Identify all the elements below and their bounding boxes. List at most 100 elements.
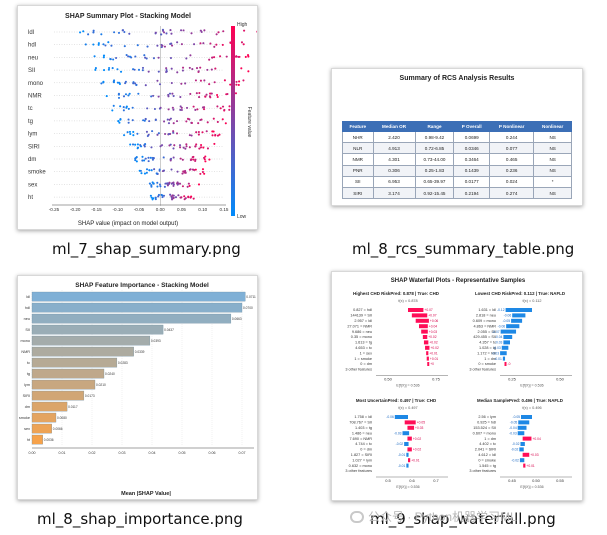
- caption-shap-summary[interactable]: ml_7_shap_summary.png: [52, 240, 241, 258]
- summary-point: [235, 80, 238, 83]
- waterfall-value-label: -0.02: [512, 442, 520, 446]
- summary-point: [136, 143, 139, 146]
- summary-feature-label: ldl: [28, 30, 34, 36]
- summary-point: [144, 84, 147, 87]
- summary-point: [141, 159, 144, 162]
- summary-point: [111, 67, 114, 70]
- summary-point: [175, 120, 179, 123]
- summary-point: [167, 108, 170, 111]
- summary-point: [197, 183, 201, 186]
- summary-point: [135, 160, 138, 163]
- summary-point: [123, 30, 126, 34]
- summary-point: [182, 146, 185, 149]
- summary-point: [170, 44, 174, 47]
- summary-point: [156, 44, 159, 47]
- colorbar-label: Feature value: [246, 107, 252, 138]
- summary-point: [127, 107, 130, 110]
- summary-point: [191, 156, 194, 159]
- waterfall-feature-label: 2.957 = ldl: [354, 319, 372, 323]
- waterfall-xtick: 0.6: [409, 478, 415, 483]
- importance-category-label: tc: [27, 361, 30, 365]
- summary-point: [159, 145, 162, 148]
- summary-point: [200, 118, 203, 121]
- rcs-cell: 3.174: [372, 186, 416, 200]
- rcs-cell: 0.244: [488, 130, 535, 144]
- summary-point: [195, 67, 199, 70]
- summary-point: [201, 168, 205, 171]
- summary-xtick: 0.15: [220, 207, 229, 212]
- summary-point: [216, 95, 219, 99]
- summary-point: [119, 70, 123, 73]
- waterfall-feature-label: 1.028 = tg: [479, 346, 496, 350]
- summary-point: [116, 68, 119, 71]
- caption-shap-waterfall[interactable]: ml_9_shap_waterfall.png: [370, 510, 556, 528]
- waterfall-value-label: +0.03: [415, 426, 424, 430]
- summary-point: [92, 43, 95, 46]
- waterfall-feature-label: 0 = smoke: [478, 458, 496, 462]
- importance-bar: [31, 412, 57, 423]
- summary-point: [223, 79, 226, 82]
- summary-point: [144, 117, 147, 121]
- thumbnail-shap-importance[interactable]: SHAP Feature Importance - Stacking Model…: [17, 275, 258, 500]
- summary-xtick: 0.05: [177, 207, 186, 212]
- summary-point: [92, 29, 95, 32]
- summary-point: [138, 169, 141, 172]
- waterfall-feature-label: 4.612 = ldl: [478, 453, 496, 457]
- summary-point: [244, 55, 247, 59]
- waterfall-xtick: 0.45: [508, 478, 517, 483]
- summary-point: [134, 55, 137, 58]
- summary-point: [157, 195, 160, 198]
- thumbnail-shap-summary[interactable]: SHAP Summary Plot - Stacking Model -0.25…: [17, 5, 258, 230]
- importance-bar: [31, 313, 232, 324]
- summary-point: [204, 160, 207, 163]
- waterfall-value-label: +0.02: [413, 448, 422, 452]
- waterfall-bar: [404, 420, 416, 425]
- summary-point: [134, 156, 137, 160]
- rcs-cell: 0.0346: [453, 142, 490, 155]
- waterfall-other-label: 3 other features: [469, 368, 496, 372]
- summary-point: [169, 56, 172, 60]
- summary-point: [127, 55, 130, 58]
- summary-point: [199, 172, 202, 175]
- summary-xtick: -0.10: [113, 207, 124, 212]
- shap-waterfall-plots: SHAP Waterfall Plots - Representative Sa…: [345, 278, 572, 489]
- importance-bar: [31, 390, 85, 401]
- summary-point: [194, 168, 197, 171]
- waterfall-value-label: +0.01: [429, 351, 438, 355]
- summary-point: [216, 93, 219, 97]
- summary-point: [256, 30, 257, 33]
- importance-value-label: 0.0066: [53, 427, 63, 431]
- importance-value-label: 0.0339: [135, 350, 145, 354]
- importance-value-label: 0.0393: [151, 339, 161, 343]
- caption-rcs-table[interactable]: ml_8_rcs_summary_table.png: [352, 240, 575, 258]
- thumbnail-shap-waterfall[interactable]: SHAP Waterfall Plots - Representative Sa…: [331, 271, 583, 501]
- summary-point: [176, 71, 179, 74]
- summary-point: [141, 69, 144, 72]
- importance-value-label: 0.0437: [164, 328, 174, 332]
- thumbnail-rcs-table[interactable]: Summary of RCS Analysis Results Feature M…: [331, 68, 583, 206]
- caption-shap-importance[interactable]: ml_8_shap_importance.png: [37, 510, 243, 528]
- waterfall-xtick: 0.50: [384, 376, 393, 381]
- waterfall-feature-label: 4.357 = tc: [479, 341, 496, 345]
- summary-point: [161, 29, 165, 32]
- waterfall-bar: [504, 362, 507, 366]
- summary-point: [165, 70, 168, 73]
- summary-point: [185, 145, 188, 148]
- importance-bar: [31, 423, 52, 434]
- summary-point: [168, 118, 171, 121]
- colorbar: [231, 26, 235, 216]
- table-row: SII 6.953 0.65-39.97 0.0177 0.024 *: [342, 175, 572, 188]
- rcs-cell: NS: [533, 186, 572, 200]
- waterfall-feature-label: 0.827 = hdl: [353, 308, 372, 312]
- table-row: NMR 4.301 0.73-44.00 0.3464 0.465 NS: [342, 153, 572, 166]
- summary-point: [128, 55, 132, 58]
- importance-xlabel: Mean |SHAP Value|: [121, 491, 171, 497]
- summary-point: [212, 117, 215, 120]
- summary-point: [151, 130, 154, 133]
- waterfall-bar: [502, 356, 506, 361]
- summary-point: [176, 181, 179, 184]
- waterfall-bar: [521, 415, 532, 419]
- summary-point: [209, 42, 212, 45]
- summary-point: [221, 118, 224, 121]
- summary-point: [126, 131, 129, 134]
